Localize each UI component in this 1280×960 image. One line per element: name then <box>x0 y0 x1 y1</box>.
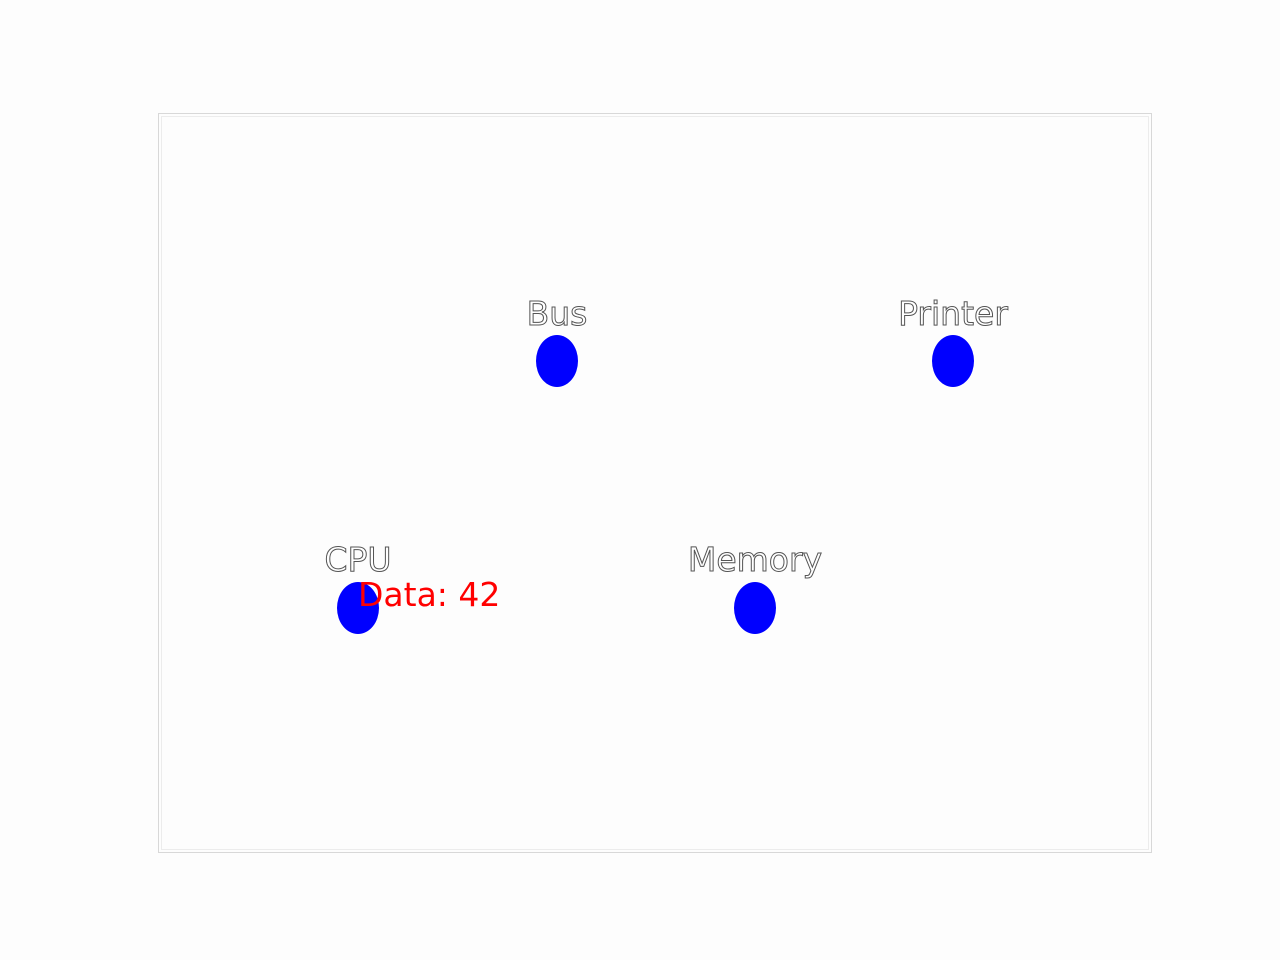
node-label-printer: Printer <box>898 294 1009 333</box>
node-dot-bus[interactable] <box>536 335 578 387</box>
node-label-bus: Bus <box>526 294 588 333</box>
node-dot-memory[interactable] <box>734 582 776 634</box>
node-label-cpu: CPU <box>324 540 392 579</box>
node-label-memory: Memory <box>687 540 823 579</box>
node-dot-cpu[interactable] <box>337 582 379 634</box>
node-dot-printer[interactable] <box>932 335 974 387</box>
diagram-frame <box>158 113 1152 853</box>
data-value-label: Data: 42 <box>358 575 501 614</box>
